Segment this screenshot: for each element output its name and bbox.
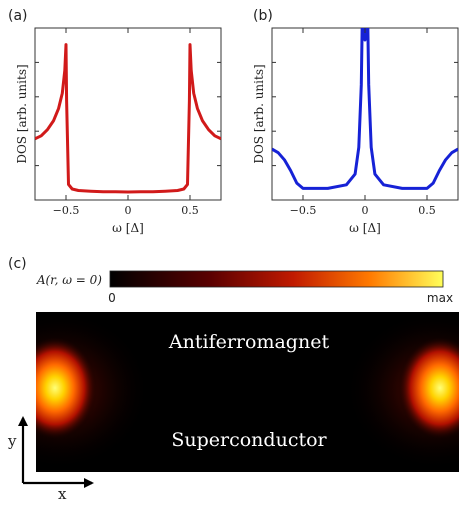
- dos-plot-b: −0.5 0 0.5 ω [Δ] DOS [arb. units]: [252, 27, 459, 235]
- y-axis-arrow-label: y: [7, 432, 17, 450]
- region-label-antiferromagnet: Antiferromagnet: [168, 331, 330, 353]
- region-label-superconductor: Superconductor: [171, 429, 327, 451]
- dos-line-b: [272, 28, 458, 190]
- dos-plot-a: −0.5 0 0.5 ω [Δ] DOS [arb. units]: [15, 27, 222, 235]
- coordinate-axes: y x: [7, 416, 94, 503]
- x-axis-arrow-label: x: [58, 485, 67, 503]
- hotspot-right: [398, 336, 474, 440]
- heatmap-edge-mask-left: [0, 312, 36, 472]
- x-axis-label-a: ω [Δ]: [112, 221, 144, 235]
- plot-frame-b: [271, 27, 459, 201]
- dos-line-a: [35, 43, 221, 194]
- panel-label-c: (c): [8, 256, 27, 272]
- x-tick-label-b: 0: [362, 204, 369, 217]
- colorbar-min-label: 0: [108, 291, 116, 305]
- x-tick-label-a: 0: [125, 204, 132, 217]
- colorbar-gradient: [109, 270, 444, 288]
- heatmap: Antiferromagnet Superconductor: [0, 310, 474, 472]
- x-tick-label-b: −0.5: [290, 204, 317, 217]
- panel-label-a: (a): [8, 8, 28, 24]
- heatmap-edge-mask-right: [459, 312, 474, 472]
- colorbar-max-label: max: [427, 291, 453, 305]
- plot-frame-a: [34, 27, 222, 201]
- x-tick-label-b: 0.5: [418, 204, 436, 217]
- colorbar-label: A(r, ω = 0): [36, 273, 102, 287]
- panel-label-b: (b): [253, 8, 273, 24]
- x-tick-label-a: 0.5: [181, 204, 199, 217]
- colorbar: A(r, ω = 0) 0 max: [36, 270, 453, 305]
- x-tick-label-a: −0.5: [53, 204, 80, 217]
- y-axis-label-a: DOS [arb. units]: [15, 64, 29, 163]
- x-axis-label-b: ω [Δ]: [349, 221, 381, 235]
- y-axis-label-b: DOS [arb. units]: [252, 64, 266, 163]
